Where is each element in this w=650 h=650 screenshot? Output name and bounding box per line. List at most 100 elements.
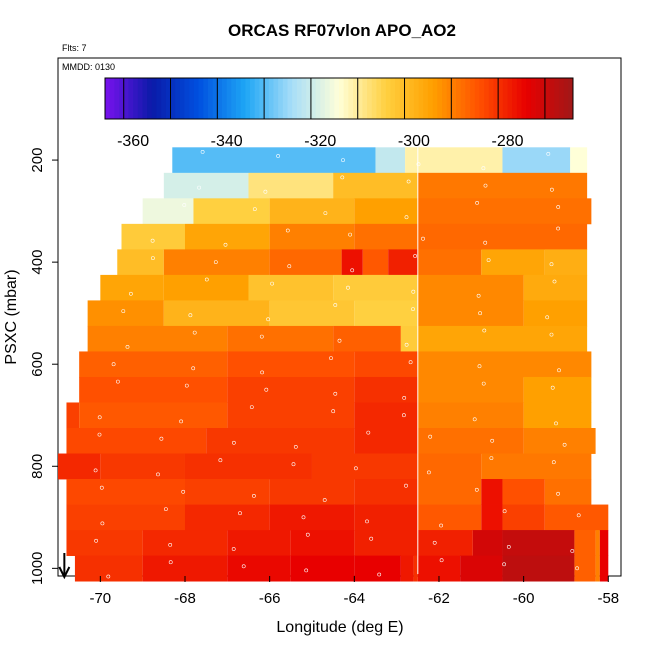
heat-cell [66, 402, 80, 429]
colorbar-segment [287, 78, 293, 119]
sample-marker [331, 409, 336, 414]
sample-marker [156, 472, 160, 477]
sample-marker [489, 456, 494, 461]
sample-marker [556, 491, 561, 496]
heat-cell [574, 530, 596, 556]
colorbar-segment [114, 78, 120, 119]
sample-marker [293, 444, 298, 449]
heat-cell [354, 223, 418, 250]
sample-marker [213, 260, 218, 265]
colorbar-segment [413, 78, 419, 119]
colorbar-segment [376, 78, 382, 119]
colorbar-segment [563, 78, 569, 119]
sample-marker [483, 183, 488, 188]
colorbar-segment [568, 78, 574, 119]
sample-marker [323, 211, 328, 216]
sample-marker [231, 440, 236, 445]
sample-marker [270, 281, 275, 286]
colorbar-segment [268, 78, 274, 119]
heat-cell [269, 198, 355, 225]
heat-cell [417, 198, 592, 225]
sample-marker [333, 391, 338, 396]
colorbar-segment [399, 78, 405, 119]
heat-cell [121, 223, 185, 250]
sample-marker [481, 166, 486, 171]
x-tick-label: -68 [174, 590, 196, 607]
sample-marker [475, 200, 480, 205]
heat-cell [417, 479, 482, 505]
sample-marker [179, 419, 184, 424]
colorbar-segment [207, 78, 214, 119]
colorbar-segment [165, 78, 171, 119]
sample-marker [575, 566, 580, 571]
colorbar-tick-label: -280 [491, 133, 523, 150]
x-tick-label: -70 [89, 590, 111, 607]
sample-marker [291, 462, 296, 467]
sample-marker [182, 203, 187, 207]
sample-marker [333, 303, 338, 307]
sample-marker [413, 254, 418, 258]
sample-marker [562, 442, 567, 447]
colorbar-segment [418, 78, 424, 119]
colorbar-segment [109, 78, 115, 119]
colorbar-segment [479, 78, 485, 119]
heat-cell [341, 249, 363, 276]
sample-marker [428, 434, 433, 439]
sample-marker [93, 468, 98, 473]
heat-cell [66, 428, 207, 454]
heat-cell [87, 300, 164, 327]
colorbar-segment [236, 78, 242, 119]
colorbar-segment [170, 78, 176, 119]
colorbar-segment [544, 78, 550, 119]
heat-cell [311, 453, 418, 480]
heat-cell [248, 172, 334, 199]
sample-marker [406, 179, 411, 184]
sample-marker [408, 360, 413, 365]
heat-cell [227, 376, 355, 403]
colorbar-segment [161, 78, 167, 119]
heat-cell [66, 504, 185, 531]
heat-cell [66, 530, 143, 556]
colorbar-segment [264, 78, 270, 119]
colorbar-segment [147, 78, 153, 119]
heat-cell [481, 453, 592, 480]
flight-track-arrowhead [58, 566, 71, 580]
heat-cell [227, 325, 334, 352]
heat-cell [184, 223, 270, 250]
sample-marker [197, 185, 202, 190]
sample-marker [159, 436, 164, 441]
sample-marker [125, 344, 130, 349]
colorbar-segment [315, 78, 321, 119]
heat-cell [417, 428, 524, 454]
colorbar-segment [245, 78, 251, 119]
sample-marker [502, 509, 507, 514]
colorbar-segment [530, 78, 536, 119]
colorbar-segment [217, 78, 223, 119]
colorbar-segment [493, 78, 499, 119]
heat-cell [354, 555, 401, 582]
sample-marker [426, 470, 431, 475]
colorbar-segment [151, 78, 157, 119]
sample-marker [251, 493, 256, 498]
heat-cell [354, 504, 418, 531]
colorbar-frame [104, 77, 574, 120]
heat-cell [248, 274, 334, 301]
colorbar-segment [390, 78, 396, 119]
colorbar-segment [526, 78, 532, 119]
sample-marker [366, 430, 371, 435]
sample-marker [204, 277, 209, 282]
colorbar-segment [292, 78, 298, 119]
sample-marker [340, 175, 345, 180]
heat-cell [417, 274, 524, 301]
heat-cell [163, 172, 249, 199]
sample-marker [260, 370, 265, 375]
colorbar-segment [512, 78, 518, 119]
heat-cell [595, 530, 600, 556]
sample-marker [478, 311, 483, 316]
heat-cell [333, 325, 401, 352]
y-axis-label: PSXC (mbar) [3, 269, 20, 364]
heat-cell [227, 351, 355, 378]
sample-marker [128, 291, 133, 296]
sample-marker [546, 151, 551, 156]
sample-marker [305, 532, 310, 537]
